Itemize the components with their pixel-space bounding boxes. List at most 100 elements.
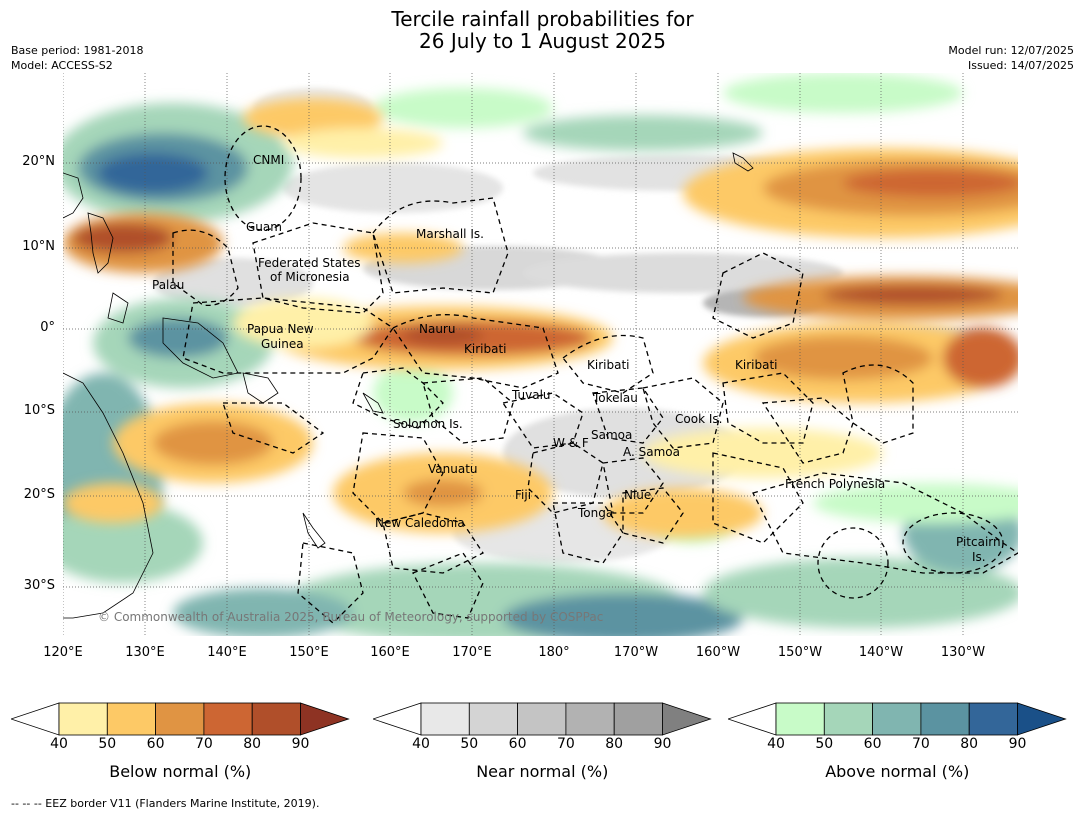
colorbar-tick: 80 xyxy=(605,736,624,752)
colorbar-segment xyxy=(823,702,874,736)
probability-map: CNMI Guam Marshall Is. Federated States … xyxy=(63,73,1018,636)
label-tokelau: Tokelau xyxy=(592,391,638,405)
colorbar-tick: 90 xyxy=(1008,736,1027,752)
issued-date: Issued: 14/07/2025 xyxy=(967,59,1074,72)
lon-tick-label: 170°W xyxy=(613,645,659,660)
label-marshall: Marshall Is. xyxy=(416,227,484,241)
model-name: Model: ACCESS-S2 xyxy=(11,59,113,72)
coastlines xyxy=(63,152,754,619)
colorbar-title: Above normal (%) xyxy=(825,762,970,781)
colorbar-min-extend xyxy=(11,702,60,736)
colorbar-segment xyxy=(565,702,615,736)
colorbar-segment xyxy=(517,702,567,736)
label-vanuatu: Vanuatu xyxy=(428,462,478,476)
lon-tick-label: 150°E xyxy=(289,645,329,660)
colorbar-min-extend xyxy=(373,702,422,736)
colorbar-segment xyxy=(872,702,922,736)
colorbar-segment xyxy=(920,702,970,736)
colorbar-tick: 80 xyxy=(243,736,262,752)
colorbar-max-extend xyxy=(1017,702,1067,736)
map-title: Tercile rainfall probabilities for 26 Ju… xyxy=(0,8,1085,52)
meta-right: Model run: 12/07/2025 Issued: 14/07/2025 xyxy=(948,43,1074,73)
colorbar-0 xyxy=(11,702,350,736)
colorbar-tick: 50 xyxy=(815,736,834,752)
colorbar-segment xyxy=(58,702,108,736)
label-niue: Niue xyxy=(624,488,651,502)
below-normal-patches xyxy=(63,98,1018,538)
label-fsm-1: Federated States xyxy=(258,256,360,270)
colorbar-tick: 60 xyxy=(863,736,882,752)
meta-left: Base period: 1981-2018 Model: ACCESS-S2 xyxy=(11,43,143,73)
colorbar-min-extend xyxy=(728,702,777,736)
lon-tick-label: 130°W xyxy=(940,645,986,660)
label-cook: Cook Is. xyxy=(675,412,722,426)
colorbar-tick: 90 xyxy=(653,736,672,752)
title-line-1: Tercile rainfall probabilities for xyxy=(391,7,694,31)
place-labels: CNMI Guam Marshall Is. Federated States … xyxy=(152,153,1001,564)
colorbar-segment xyxy=(613,702,663,736)
colorbar-tick: 40 xyxy=(767,736,785,752)
colorbar-tick: 40 xyxy=(412,736,430,752)
lat-tick-label: 20°S xyxy=(23,487,55,502)
colorbar-1 xyxy=(373,702,712,736)
label-png-1: Papua New xyxy=(247,322,314,336)
label-fsm-2: of Micronesia xyxy=(270,270,350,284)
label-kiribati-line: Kiribati xyxy=(735,358,777,372)
lon-tick-label: 120°E xyxy=(43,645,83,660)
eez-borders xyxy=(172,125,1018,624)
colorbar-segment xyxy=(155,702,205,736)
colorbar-tick: 70 xyxy=(556,736,575,752)
label-nauru: Nauru xyxy=(419,322,455,336)
label-american-samoa: A. Samoa xyxy=(623,445,680,459)
label-pitcairn-2: Is. xyxy=(972,550,986,564)
label-samoa: Samoa xyxy=(591,428,632,442)
colorbar-tick: 70 xyxy=(911,736,930,752)
label-french-polynesia: French Polynesia xyxy=(785,477,885,491)
above-normal-patches xyxy=(63,73,1018,636)
base-period: Base period: 1981-2018 xyxy=(11,44,144,57)
eez-footnote: -- -- -- EEZ border V11 (Flanders Marine… xyxy=(11,797,320,810)
label-solomon: Solomon Is. xyxy=(393,417,463,431)
lon-tick-label: 130°E xyxy=(125,645,165,660)
label-fiji: Fiji xyxy=(515,488,531,502)
colorbar-tick: 50 xyxy=(460,736,479,752)
lon-tick-label: 140°W xyxy=(858,645,904,660)
label-kiribati-gilbert: Kiribati xyxy=(464,342,506,356)
colorbar-tick: 60 xyxy=(508,736,527,752)
graticule xyxy=(63,73,1018,636)
copyright-notice: © Commonwealth of Australia 2025, Bureau… xyxy=(98,610,603,624)
colorbar-segment xyxy=(968,702,1018,736)
colorbar-segment xyxy=(420,702,470,736)
colorbar-tick: 70 xyxy=(194,736,213,752)
label-tonga: Tonga xyxy=(577,506,613,520)
label-palau: Palau xyxy=(152,278,184,292)
label-kiribati-phoenix: Kiribati xyxy=(587,358,629,372)
label-wallis-futuna: W & F xyxy=(553,436,589,450)
colorbar-max-extend xyxy=(300,702,350,736)
colorbar-tick: 60 xyxy=(146,736,165,752)
colorbar-segment xyxy=(775,702,825,736)
lon-tick-label: 180° xyxy=(538,645,570,660)
colorbar-tick: 80 xyxy=(960,736,979,752)
colorbar-2 xyxy=(728,702,1067,736)
model-run: Model run: 12/07/2025 xyxy=(948,44,1074,57)
colorbar-title: Near normal (%) xyxy=(476,762,609,781)
label-tuvalu: Tuvalu xyxy=(511,388,551,402)
lon-tick-label: 150°W xyxy=(777,645,823,660)
label-png-2: Guinea xyxy=(261,337,304,351)
lat-tick-label: 0° xyxy=(40,320,55,335)
lat-tick-label: 20°N xyxy=(22,154,55,169)
label-new-caledonia: New Caledonia xyxy=(375,516,465,530)
colorbar-tick: 90 xyxy=(291,736,310,752)
colorbar-segment xyxy=(251,702,301,736)
colorbar-segment xyxy=(468,702,519,736)
lat-tick-label: 30°S xyxy=(23,578,55,593)
lon-tick-label: 160°W xyxy=(695,645,741,660)
lon-tick-label: 170°E xyxy=(452,645,492,660)
colorbar-title: Below normal (%) xyxy=(109,762,252,781)
lon-tick-label: 140°E xyxy=(207,645,247,660)
lat-tick-label: 10°N xyxy=(22,239,55,254)
lon-tick-label: 160°E xyxy=(370,645,410,660)
colorbar-max-extend xyxy=(662,702,712,736)
lat-tick-label: 10°S xyxy=(23,403,55,418)
